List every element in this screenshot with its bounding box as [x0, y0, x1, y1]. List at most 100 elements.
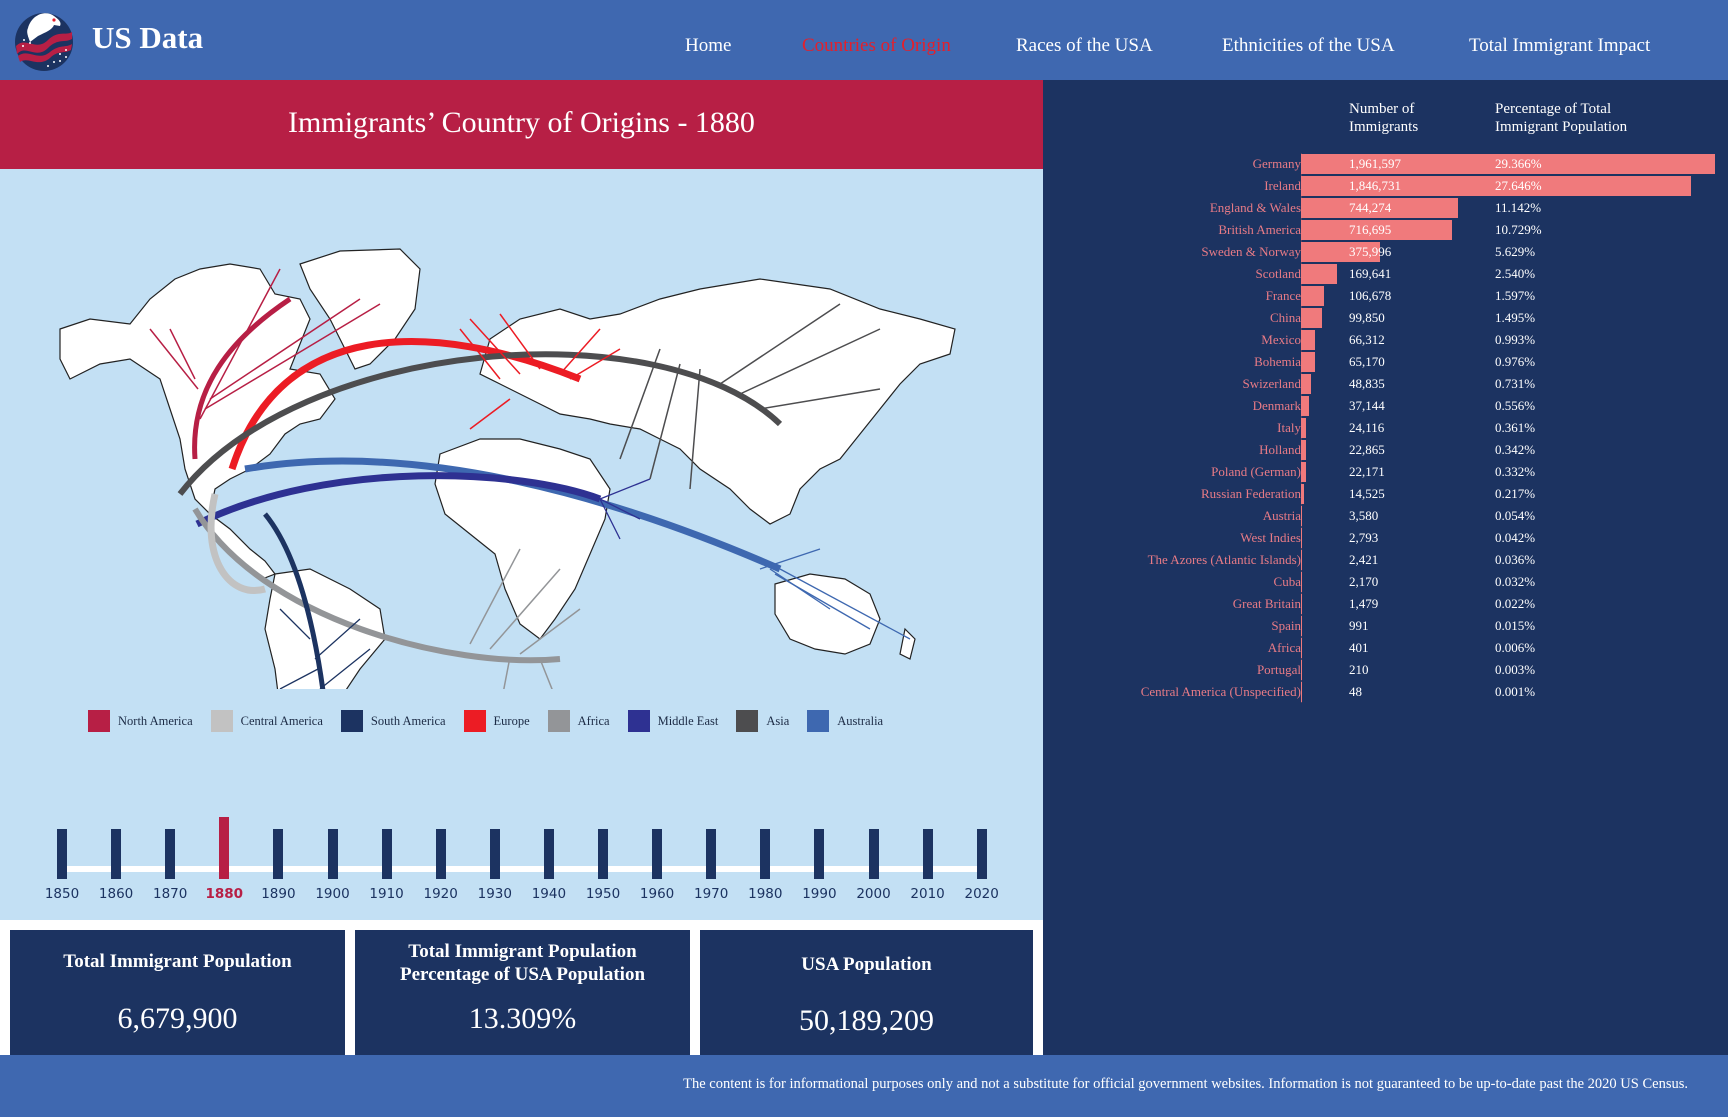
immigrant-percentage: 0.001%	[1495, 684, 1536, 699]
timeline-tick-1920[interactable]	[435, 829, 446, 879]
table-row: Sweden & Norway 375,996 5.629%	[1043, 241, 1728, 263]
europe-asia-landmass	[479, 278, 956, 525]
country-name: Central America (Unspecified)	[1140, 684, 1301, 699]
brand-name[interactable]: US Data	[92, 20, 204, 55]
legend-swatch	[340, 710, 363, 732]
timeline-tick-1880[interactable]	[219, 817, 230, 879]
country-name: Italy	[1277, 420, 1301, 435]
timeline-tick-1870[interactable]	[165, 829, 176, 879]
timeline-year-label[interactable]: 1900	[315, 886, 350, 902]
table-row: Holland 22,865 0.342%	[1043, 439, 1728, 461]
table-row: Scotland 169,641 2.540%	[1043, 263, 1728, 285]
timeline-year-label[interactable]: 1990	[802, 886, 837, 902]
immigrant-percentage: 0.217%	[1495, 486, 1536, 501]
nav-home[interactable]: Home	[685, 35, 732, 56]
nav-countries-of-origin[interactable]: Countries of Origin	[802, 35, 951, 56]
immigrant-percentage: 0.976%	[1495, 354, 1536, 369]
continents	[59, 248, 956, 689]
immigrant-percentage: 0.006%	[1495, 640, 1536, 655]
table-row: Great Britain 1,479 0.022%	[1043, 593, 1728, 615]
legend-label: Africa	[577, 713, 610, 728]
immigrant-percentage: 5.629%	[1495, 244, 1536, 259]
timeline-year-label[interactable]: 1920	[423, 886, 458, 902]
nav-total-immigrant-impact[interactable]: Total Immigrant Impact	[1469, 35, 1651, 56]
country-name: Swizerland	[1242, 376, 1301, 391]
country-name: Portugal	[1256, 662, 1301, 677]
table-row: British America 716,695 10.729%	[1043, 219, 1728, 241]
timeline-tick-2000[interactable]	[868, 829, 879, 879]
country-name: British America	[1218, 222, 1301, 237]
country-name: Bohemia	[1254, 354, 1301, 369]
immigrant-count: 48,835	[1349, 376, 1385, 391]
timeline-year-label[interactable]: 2020	[964, 886, 999, 902]
legend-swatch	[210, 710, 233, 732]
immigrant-percentage: 0.993%	[1495, 332, 1536, 347]
immigrant-percentage: 0.731%	[1495, 376, 1536, 391]
timeline-tick-2020[interactable]	[976, 829, 987, 879]
immigrant-count: 169,641	[1349, 266, 1392, 281]
immigrant-percentage: 10.729%	[1495, 222, 1542, 237]
immigrant-count: 37,144	[1349, 398, 1385, 413]
timeline-tick-1940[interactable]	[543, 829, 554, 879]
immigrant-count-bar	[1301, 528, 1302, 548]
legend-swatch	[736, 710, 759, 732]
legend-swatch	[463, 710, 486, 732]
timeline-year-label[interactable]: 1880	[205, 886, 244, 902]
timeline-tick-1980[interactable]	[760, 829, 771, 879]
new-zealand-landmass	[899, 627, 916, 660]
country-name: Ireland	[1264, 178, 1301, 193]
timeline-year-label[interactable]: 1850	[44, 886, 80, 902]
immigrant-count-bar	[1301, 660, 1302, 680]
stat-value: 50,189,209	[799, 1004, 934, 1037]
immigrant-percentage: 0.036%	[1495, 552, 1536, 567]
immigrant-count-bar	[1301, 198, 1459, 218]
timeline-tick-1990[interactable]	[814, 829, 825, 879]
timeline-year-label[interactable]: 2010	[910, 886, 945, 902]
timeline-tick-1950[interactable]	[598, 829, 608, 879]
immigrant-count-bar	[1301, 462, 1306, 482]
footer-disclaimer: The content is for informational purpose…	[683, 1076, 1688, 1092]
timeline-year-label[interactable]: 1970	[694, 886, 729, 902]
timeline-tick-1910[interactable]	[381, 829, 392, 879]
timeline-tick-2010[interactable]	[922, 829, 933, 879]
timeline-year-label[interactable]: 1980	[748, 886, 783, 902]
timeline-tick-1850[interactable]	[57, 829, 67, 879]
immigrant-count-bar	[1301, 308, 1323, 328]
eagle-flag-logo-icon[interactable]	[10, 6, 78, 74]
country-name: Holland	[1259, 442, 1301, 457]
timeline-tick-1930[interactable]	[489, 829, 500, 879]
timeline-tick-1960[interactable]	[652, 829, 663, 879]
timeline-year-label[interactable]: 1930	[477, 886, 512, 902]
timeline-tick-1890[interactable]	[273, 829, 284, 879]
timeline-year-label[interactable]: 1960	[639, 886, 675, 902]
immigrant-count: 3,580	[1349, 508, 1379, 523]
timeline-tick-1970[interactable]	[706, 829, 717, 879]
timeline-tick-1860[interactable]	[111, 829, 122, 879]
year-timeline-slider[interactable]: 1850 1860 1870 1880 1890 1900 1910 1920 1930 1940…	[0, 789, 1043, 902]
nav-ethnicities-of-the-usa[interactable]: Ethnicities of the USA	[1222, 35, 1395, 56]
immigrant-count: 24,116	[1349, 420, 1385, 435]
immigrant-count: 66,312	[1349, 332, 1385, 347]
timeline-year-label[interactable]: 1890	[261, 886, 296, 902]
legend-item-south-america: South America	[340, 710, 446, 732]
nav-races-of-the-usa[interactable]: Races of the USA	[1016, 35, 1153, 56]
stat-usa-population: USA Population 50,189,209	[700, 930, 1033, 1055]
timeline-year-label[interactable]: 1870	[153, 886, 188, 902]
timeline-year-label[interactable]: 1860	[98, 886, 134, 902]
flow-south-america	[263, 512, 326, 689]
timeline-year-label[interactable]: 1910	[369, 886, 404, 902]
immigrant-count: 991	[1349, 618, 1369, 633]
timeline-year-label[interactable]: 1940	[531, 886, 567, 902]
immigrant-count: 2,170	[1349, 574, 1379, 589]
legend-swatch	[627, 710, 650, 732]
immigrant-percentage: 1.495%	[1495, 310, 1536, 325]
column-header-percentage: Percentage of Total Immigrant Population	[1495, 100, 1627, 136]
table-row: Italy 24,116 0.361%	[1043, 417, 1728, 439]
timeline-tick-1900[interactable]	[327, 829, 338, 879]
immigrant-percentage: 1.597%	[1495, 288, 1536, 303]
country-name: The Azores (Atlantic Islands)	[1147, 552, 1301, 567]
stat-label: Total Immigrant Population Percentage of…	[355, 940, 690, 986]
immigrant-percentage: 29.366%	[1495, 156, 1542, 171]
timeline-year-label[interactable]: 2000	[856, 886, 891, 902]
timeline-year-label[interactable]: 1950	[585, 886, 621, 902]
